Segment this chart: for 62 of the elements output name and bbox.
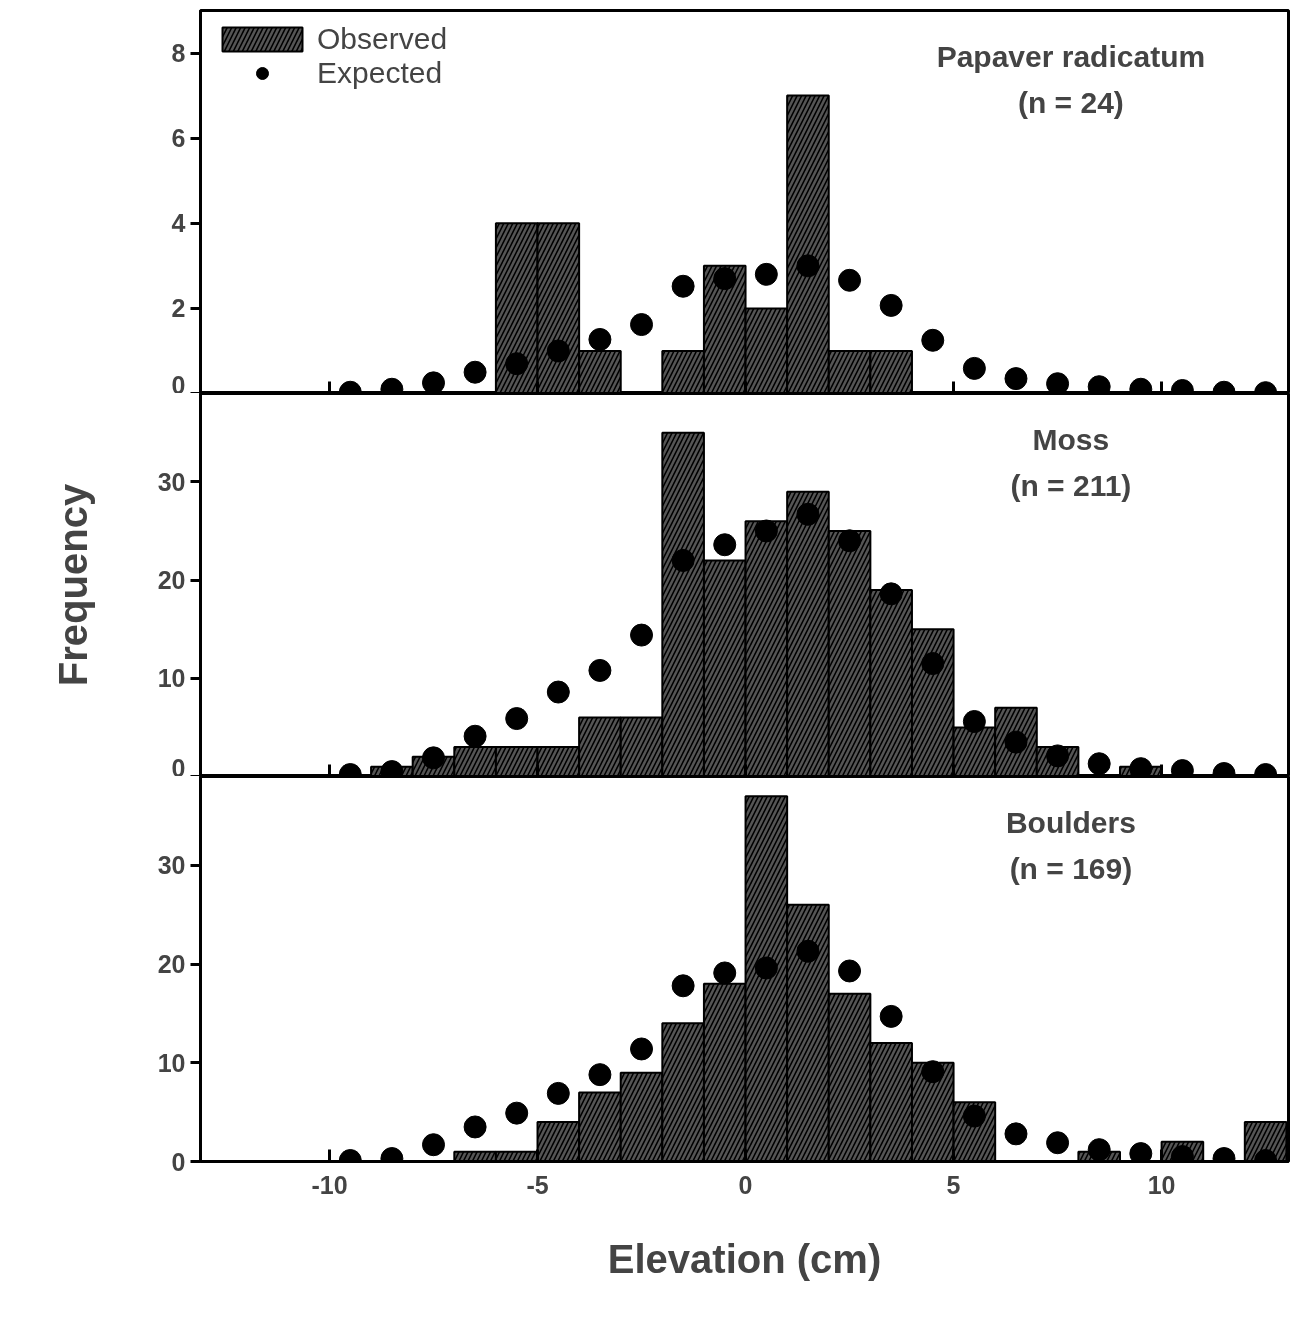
y-tick-label: 8 [171,39,186,68]
legend-label: Expected [317,56,443,90]
point [1004,1122,1028,1146]
point [921,1060,945,1084]
y-tick-label: 4 [171,209,186,238]
x-tick-label: -10 [311,1170,348,1199]
point [671,974,695,998]
text: Boulders [1005,806,1136,840]
point [1046,372,1070,393]
point [546,1081,570,1105]
point [838,268,862,292]
point [962,356,986,380]
point [796,939,820,963]
point [505,352,529,376]
point [421,371,445,393]
y-tick-label: 0 [171,370,186,399]
x-axis-title: Elevation (cm) [607,1236,882,1281]
text: Papaver radicatum [936,39,1206,73]
point [713,267,737,291]
x-tick-label: 0 [738,1170,753,1199]
point [879,293,903,317]
point [1129,1142,1153,1162]
point [962,1104,986,1128]
y-tick-label: 6 [171,124,186,153]
point [879,1004,903,1028]
y-tick-label: 20 [157,566,186,595]
point [463,1115,487,1139]
x-tick-label: 5 [946,1170,961,1199]
text: (n = 169) [1009,852,1133,886]
point [421,1133,445,1157]
point [588,327,612,351]
y-tick-label: 0 [171,1147,186,1176]
y-axis-title: Frequency [50,483,95,687]
y-tick-label: 10 [157,664,186,693]
point [1087,1138,1111,1162]
y-tick-label: 30 [157,851,186,880]
text: (n = 211) [1010,468,1132,502]
point [630,313,654,337]
y-tick-label: 0 [171,753,186,782]
point [754,262,778,286]
point [796,254,820,278]
point [505,1101,529,1125]
text: (n = 24) [1017,85,1124,119]
y-tick-label: 10 [157,1048,186,1077]
point [1046,1131,1070,1155]
point [546,339,570,363]
point [1004,367,1028,391]
point [713,961,737,985]
point [463,360,487,384]
y-tick-label: 2 [171,294,186,323]
y-tick-label: 20 [157,950,186,979]
y-tick-label: 30 [157,467,186,496]
legend-label: Observed [317,22,448,56]
point [838,959,862,983]
point [921,328,945,352]
x-tick-label: -5 [526,1170,549,1199]
point [630,1037,654,1061]
point [671,274,695,298]
point [754,956,778,980]
text: Moss [1032,422,1110,456]
x-tick-label: 10 [1147,1170,1176,1199]
point [588,1063,612,1087]
